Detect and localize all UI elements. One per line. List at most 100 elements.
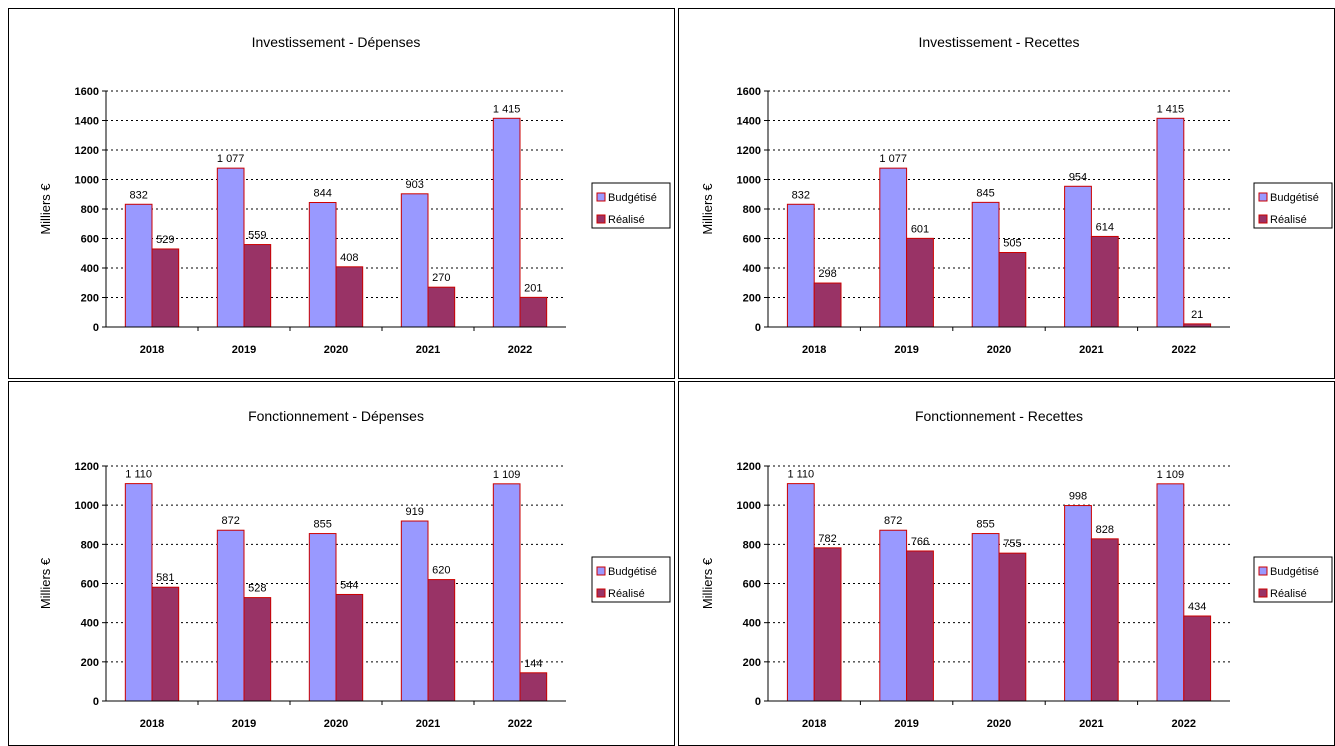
bar-realise: [151, 248, 180, 328]
legend-swatch: [1258, 192, 1268, 202]
bar-realise: [243, 244, 272, 328]
y-tick-label: 200: [743, 657, 761, 669]
y-tick-label: 600: [81, 579, 99, 591]
bar-budgetise: [786, 203, 815, 328]
y-tick-label: 400: [81, 263, 99, 275]
bar-realise: [1183, 615, 1212, 702]
legend-swatch: [1258, 566, 1268, 576]
x-tick-label: 2018: [140, 344, 164, 356]
bar-budgetise: [1064, 185, 1092, 328]
bar-budgetise: [1064, 505, 1092, 702]
y-tick-label: 1600: [737, 86, 761, 98]
bar-budgetise: [124, 203, 153, 328]
data-label: 270: [432, 272, 450, 284]
x-tick-label: 2021: [1079, 718, 1103, 730]
data-label: 1 077: [217, 153, 245, 165]
data-label: 434: [1188, 601, 1206, 613]
x-tick-label: 2022: [508, 718, 532, 730]
y-tick-label: 200: [81, 657, 99, 669]
x-tick-label: 2018: [802, 344, 826, 356]
data-label: 998: [1069, 491, 1087, 503]
legend-label: Budgétisé: [1270, 192, 1319, 204]
y-tick-label: 1000: [75, 175, 99, 187]
legend-label: Réalisé: [608, 588, 645, 600]
y-tick-label: 800: [743, 539, 761, 551]
x-tick-label: 2020: [987, 718, 1011, 730]
data-label: 903: [405, 179, 423, 191]
legend: Budgétisé Réalisé: [591, 556, 671, 603]
y-tick-label: 0: [755, 696, 761, 708]
bar-budgetise: [879, 167, 908, 328]
bar-budgetise: [400, 520, 429, 702]
x-tick-label: 2019: [232, 344, 256, 356]
legend-label: Réalisé: [1270, 214, 1307, 226]
y-tick-label: 1000: [737, 175, 761, 187]
data-label: 601: [911, 223, 929, 235]
x-tick-label: 2020: [987, 344, 1011, 356]
legend-label: Budgétisé: [608, 566, 657, 578]
bar-realise: [243, 597, 272, 702]
chart-panel-investissement-depenses: Investissement - Dépenses Milliers € 0 200 4…: [8, 8, 675, 379]
x-tick-label: 2022: [508, 344, 532, 356]
bar-realise: [1090, 235, 1119, 328]
chart-title: Investissement - Recettes: [918, 34, 1079, 50]
chart-title: Fonctionnement - Dépenses: [248, 408, 424, 424]
x-tick-label: 2020: [324, 718, 348, 730]
chart-svg: Fonctionnement - Recettes Milliers € 0 200 4…: [700, 408, 1333, 730]
y-tick-label: 600: [743, 234, 761, 246]
chart-panel-fonctionnement-recettes: Fonctionnement - Recettes Milliers € 0 200 4…: [678, 381, 1335, 746]
data-label: 1 110: [787, 469, 814, 481]
bar-realise: [427, 579, 456, 702]
x-tick-label: 2018: [802, 718, 826, 730]
bar-realise: [813, 547, 842, 702]
y-tick-label: 1200: [737, 461, 761, 473]
y-tick-label: 200: [81, 293, 99, 305]
y-tick-label: 800: [81, 204, 99, 216]
y-tick-label: 200: [743, 293, 761, 305]
y-tick-label: 800: [743, 204, 761, 216]
bar-budgetise: [786, 483, 815, 702]
bar-budgetise: [400, 193, 429, 328]
bar-realise: [335, 593, 364, 702]
data-label: 298: [818, 268, 836, 280]
data-label: 614: [1096, 221, 1114, 233]
bar-budgetise: [216, 167, 245, 328]
bar-budgetise: [216, 529, 245, 702]
y-tick-label: 1400: [737, 116, 761, 128]
y-tick-label: 800: [81, 539, 99, 551]
bar-realise: [151, 586, 180, 702]
data-label: 832: [129, 189, 147, 201]
data-label: 766: [911, 536, 929, 548]
legend-swatch: [1258, 214, 1268, 224]
data-label: 828: [1096, 524, 1114, 536]
bar-budgetise: [492, 117, 521, 328]
legend-swatch: [596, 192, 606, 202]
y-tick-label: 1000: [75, 500, 99, 512]
legend-label: Réalisé: [1270, 588, 1307, 600]
data-label: 528: [248, 583, 266, 595]
chart-title: Fonctionnement - Recettes: [915, 408, 1083, 424]
y-tick-label: 0: [755, 322, 761, 334]
legend: Budgétisé Réalisé: [1253, 182, 1333, 229]
data-label: 1 077: [879, 153, 907, 165]
x-tick-label: 2021: [416, 344, 440, 356]
data-label: 581: [156, 572, 174, 584]
x-tick-label: 2021: [416, 718, 440, 730]
y-tick-label: 600: [743, 579, 761, 591]
bar-budgetise: [308, 533, 337, 702]
x-tick-label: 2021: [1079, 344, 1103, 356]
y-tick-label: 1200: [75, 461, 99, 473]
data-label: 1 415: [493, 103, 521, 115]
bar-realise: [998, 552, 1027, 702]
data-label: 559: [248, 230, 266, 242]
bar-budgetise: [1156, 117, 1185, 328]
y-axis-label: Milliers €: [38, 183, 53, 235]
data-label: 855: [976, 519, 994, 531]
legend-label: Budgétisé: [608, 192, 657, 204]
x-tick-label: 2019: [232, 718, 256, 730]
y-tick-label: 400: [743, 618, 761, 630]
y-tick-label: 1400: [75, 116, 99, 128]
bar-budgetise: [971, 201, 1000, 328]
bar-realise: [998, 252, 1027, 328]
y-axis-label: Milliers €: [700, 183, 715, 235]
